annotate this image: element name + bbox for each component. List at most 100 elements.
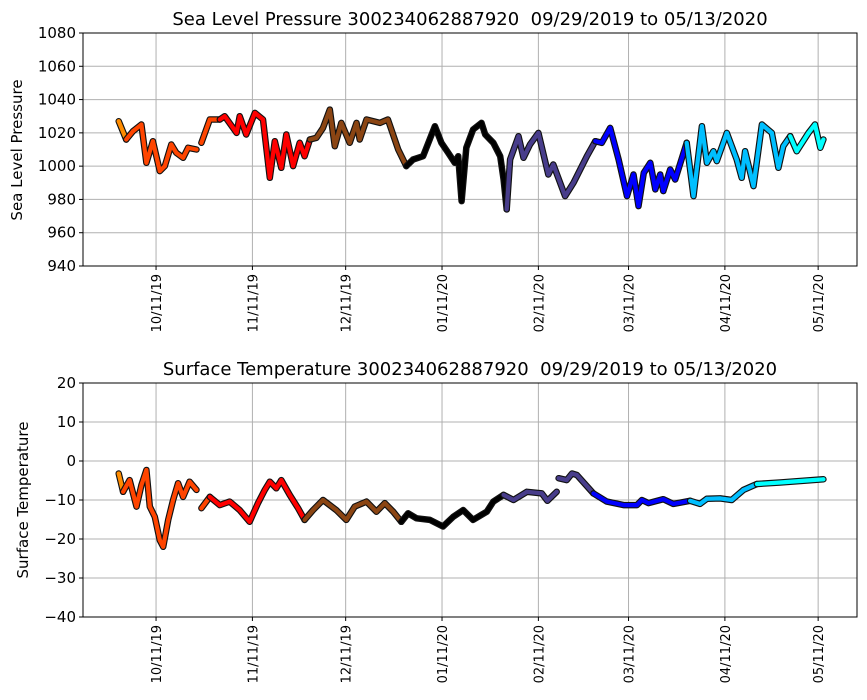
data-point	[207, 117, 212, 122]
data-point	[616, 157, 621, 162]
data-point	[352, 504, 357, 509]
x-tick-label: 01/11/20	[436, 274, 451, 332]
data-point	[344, 517, 349, 522]
data-point	[805, 478, 809, 483]
x-tick-label: 11/11/19	[246, 625, 261, 683]
data-point	[150, 139, 155, 144]
series-line	[593, 125, 689, 209]
data-point	[658, 172, 663, 177]
temperature-series-orangered	[119, 466, 200, 551]
data-point	[234, 130, 239, 135]
data-point	[631, 172, 636, 177]
data-point	[521, 155, 526, 160]
data-point	[813, 122, 817, 127]
x-tick-label: 02/11/20	[532, 274, 547, 332]
series-line	[684, 122, 793, 199]
data-point	[134, 504, 139, 509]
pressure-series-saddlebrown	[306, 106, 410, 170]
data-point	[127, 478, 132, 483]
x-tick-label: 03/11/20	[623, 274, 638, 332]
data-point	[284, 132, 289, 137]
pressure-series-blue	[592, 124, 690, 210]
x-tick-label: 04/11/20	[719, 274, 734, 332]
data-point	[279, 478, 284, 483]
data-point	[391, 509, 396, 514]
data-point	[464, 145, 469, 150]
data-point	[262, 487, 267, 492]
temperature-series-blue	[590, 490, 694, 509]
data-point	[668, 167, 673, 172]
data-point	[483, 132, 488, 137]
data-point	[584, 154, 589, 159]
data-point	[501, 177, 506, 182]
data-point	[144, 468, 149, 472]
data-point	[267, 479, 272, 484]
y-tick-label: 0	[66, 452, 76, 470]
data-point	[194, 147, 199, 152]
x-tick-label: 05/11/20	[812, 625, 827, 683]
data-point	[461, 508, 466, 513]
data-point	[414, 516, 419, 521]
data-point	[641, 170, 646, 175]
data-point	[564, 478, 569, 483]
data-point	[237, 508, 242, 513]
data-point	[364, 117, 369, 122]
data-point	[139, 483, 144, 488]
data-point	[574, 473, 579, 477]
data-point	[139, 122, 144, 127]
data-point	[406, 511, 411, 516]
data-point	[528, 142, 532, 147]
data-point	[524, 489, 529, 494]
data-point	[174, 150, 179, 155]
x-tick-label: 12/11/19	[340, 625, 355, 683]
data-point	[691, 194, 696, 199]
x-tick-label: 04/11/20	[719, 625, 734, 683]
data-point	[427, 517, 432, 522]
temperature-y-axis-label: Surface Temperature	[14, 422, 32, 579]
data-point	[385, 117, 390, 122]
data-point	[556, 476, 561, 481]
data-point	[291, 164, 296, 169]
data-point	[661, 189, 666, 194]
data-point	[162, 164, 167, 169]
data-point	[571, 180, 576, 185]
x-tick-label: 10/11/19	[150, 625, 165, 683]
data-point	[364, 499, 369, 504]
data-point	[116, 471, 121, 476]
data-point	[479, 120, 484, 125]
data-point	[321, 125, 325, 130]
data-point	[554, 489, 559, 494]
data-point	[471, 127, 476, 132]
pressure-chart: Sea Level Pressure 300234062887920 09/29…	[8, 9, 858, 332]
axes-frame	[82, 32, 858, 267]
data-point	[704, 160, 709, 165]
data-point	[311, 508, 315, 513]
data-point	[421, 154, 426, 159]
data-point	[636, 204, 641, 209]
pressure-series-red	[216, 109, 314, 182]
data-point	[296, 506, 301, 511]
data-point	[176, 481, 181, 486]
data-point	[511, 498, 516, 502]
data-point	[347, 140, 352, 145]
data-point	[247, 519, 252, 524]
temperature-series-darkslateblue-2	[555, 470, 597, 497]
data-point	[302, 154, 307, 159]
data-point	[181, 494, 186, 499]
x-tick-label: 05/11/20	[812, 274, 827, 332]
x-tick-label: 10/11/19	[150, 274, 165, 332]
series-line	[302, 497, 404, 524]
data-point	[648, 160, 653, 165]
y-tick-label: 1060	[38, 57, 76, 75]
data-point	[741, 487, 746, 492]
data-point	[743, 149, 748, 154]
data-point	[653, 187, 658, 192]
data-point	[634, 503, 639, 508]
data-point	[116, 119, 121, 124]
data-point	[327, 107, 332, 112]
data-point	[806, 130, 811, 135]
y-tick-label: 20	[57, 374, 76, 392]
data-point	[452, 160, 457, 165]
pressure-series-orangered	[122, 121, 200, 175]
data-point	[625, 194, 629, 199]
